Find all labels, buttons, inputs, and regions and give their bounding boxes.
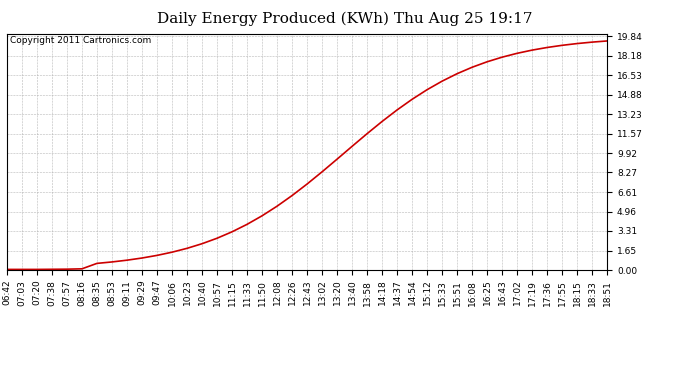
Text: Daily Energy Produced (KWh) Thu Aug 25 19:17: Daily Energy Produced (KWh) Thu Aug 25 1… <box>157 11 533 26</box>
Text: Copyright 2011 Cartronics.com: Copyright 2011 Cartronics.com <box>10 36 151 45</box>
